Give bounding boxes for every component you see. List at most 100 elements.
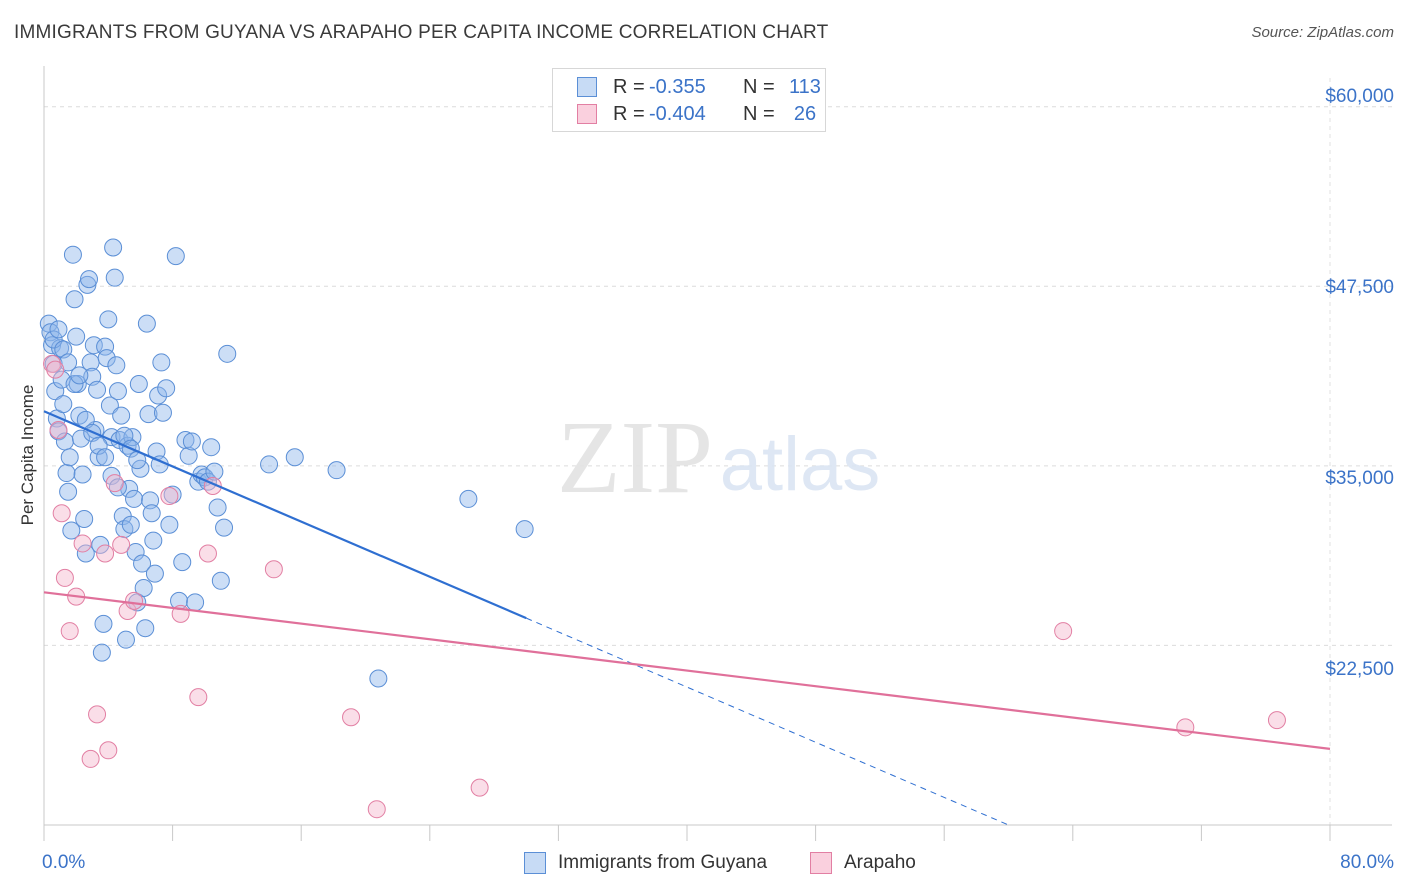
guyana-point	[65, 374, 84, 393]
guyana-point	[59, 482, 78, 501]
guyana-point	[515, 520, 534, 539]
guyana-point	[369, 669, 388, 688]
legend-n-value: 26	[793, 102, 817, 125]
guyana-point	[144, 531, 163, 550]
guyana-point	[260, 455, 279, 474]
guyana-point	[327, 461, 346, 480]
guyana-point	[46, 382, 65, 401]
arapaho-point	[96, 544, 115, 563]
bottom-legend-arapaho[interactable]: Arapaho	[810, 852, 916, 874]
guyana-point	[145, 564, 164, 583]
guyana-point	[215, 518, 234, 537]
arapaho-point	[189, 688, 208, 707]
watermark-atlas: atlas	[720, 422, 881, 507]
guyana-point	[208, 498, 227, 517]
guyana-point	[57, 464, 76, 483]
correlation-legend: R = -0.355 N = 113 R = -0.404 N = 26	[552, 68, 826, 132]
guyana-point	[112, 406, 131, 425]
guyana-point	[139, 405, 158, 424]
arapaho-point	[125, 591, 144, 610]
y-tick-label: $60,000	[1325, 86, 1394, 107]
guyana-point	[63, 245, 82, 264]
guyana-point	[125, 489, 144, 508]
guyana-point	[108, 382, 127, 401]
guyana-point	[176, 431, 195, 450]
guyana-point	[80, 270, 99, 289]
bottom-legend-label-guyana: Immigrants from Guyana	[558, 852, 768, 873]
guyana-point	[285, 448, 304, 467]
arapaho-point	[60, 622, 79, 641]
arapaho-point	[1054, 622, 1073, 641]
guyana-point	[160, 515, 179, 534]
guyana-point	[97, 349, 116, 368]
series-arapaho-points	[43, 354, 1286, 819]
legend-r-label: R =	[613, 75, 645, 98]
guyana-point	[179, 446, 198, 465]
watermark-zip: ZIP	[557, 400, 713, 515]
guyana-point	[205, 462, 224, 481]
guyana-point	[459, 489, 478, 508]
guyana-point	[89, 436, 108, 455]
guyana-point	[202, 438, 221, 457]
guyana-point	[104, 238, 123, 257]
guyana-point	[75, 510, 94, 529]
arapaho-point	[105, 474, 124, 493]
arapaho-point	[73, 534, 92, 553]
legend-r-label: R =	[613, 102, 645, 125]
guyana-point	[94, 614, 113, 633]
guyana-point	[62, 521, 81, 540]
legend-swatch-guyana	[577, 77, 597, 97]
guyana-point	[76, 544, 95, 563]
guyana-point	[121, 515, 140, 534]
guyana-point	[163, 485, 182, 504]
guyana-point	[84, 336, 103, 355]
guyana-point	[129, 374, 148, 393]
series-guyana-points	[39, 238, 534, 688]
arapaho-point	[52, 504, 71, 523]
arapaho-point	[264, 560, 283, 579]
legend-r-value: -0.404	[649, 102, 706, 125]
guyana-point	[92, 643, 111, 662]
bottom-legend-swatch-guyana	[524, 852, 546, 874]
legend-row-arapaho: R = -0.404 N = 26	[577, 101, 825, 127]
guyana-point	[49, 320, 68, 339]
guyana-point	[133, 554, 152, 573]
guyana-point	[136, 619, 155, 638]
arapaho-point	[1176, 718, 1195, 737]
guyana-point	[186, 593, 205, 612]
x-tick-max: 80.0%	[1340, 852, 1394, 873]
guyana-point	[73, 465, 92, 484]
arapaho-point	[46, 360, 65, 379]
arapaho-point	[367, 800, 386, 819]
chart-source: Source: ZipAtlas.com	[1251, 24, 1394, 41]
trend-lines	[43, 410, 1331, 826]
guyana-point	[152, 353, 171, 372]
guyana-point	[70, 366, 89, 385]
guyana-point	[137, 314, 156, 333]
guyana-point	[126, 543, 145, 562]
arapaho-point	[49, 420, 68, 439]
guyana-point	[218, 344, 237, 363]
guyana-point	[166, 247, 185, 266]
legend-n-label: N =	[743, 102, 775, 125]
axes	[43, 66, 1392, 841]
watermark: ZIP atlas	[557, 400, 880, 515]
grid-lines	[44, 78, 1392, 825]
guyana-point	[173, 553, 192, 572]
guyana-trend-line	[43, 410, 527, 620]
guyana-point	[116, 630, 135, 649]
x-tick-min: 0.0%	[42, 852, 86, 873]
guyana-point	[96, 448, 115, 467]
guyana-point	[107, 356, 126, 375]
guyana-point	[153, 403, 172, 422]
arapaho-point	[470, 778, 489, 797]
chart-title: IMMIGRANTS FROM GUYANA VS ARAPAHO PER CA…	[14, 22, 829, 43]
guyana-trend-extension	[526, 617, 1009, 826]
y-tick-label: $35,000	[1325, 468, 1394, 489]
guyana-point	[211, 571, 230, 590]
arapaho-point	[81, 749, 100, 768]
guyana-point	[88, 380, 107, 399]
bottom-legend-guyana[interactable]: Immigrants from Guyana	[524, 852, 767, 874]
legend-n-value: 113	[789, 75, 821, 98]
